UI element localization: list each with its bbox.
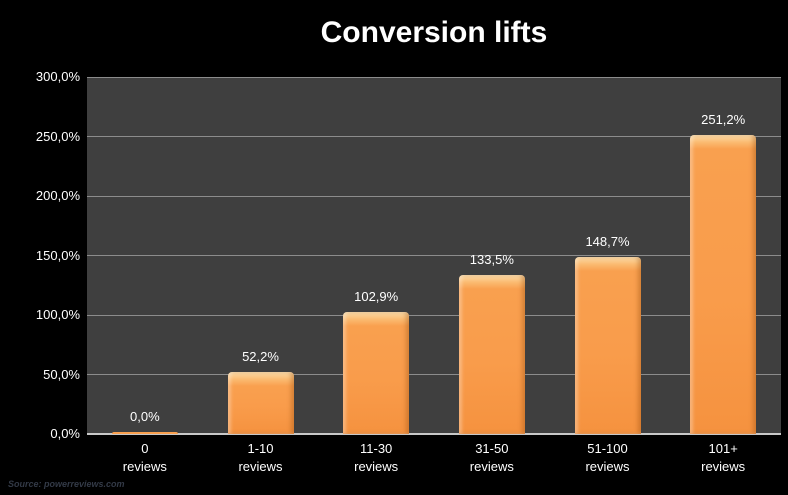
y-tick-label: 150,0% <box>35 247 80 263</box>
bar <box>574 257 641 434</box>
gridline <box>87 374 781 375</box>
bar-value-label: 52,2% <box>242 348 279 364</box>
y-tick-label: 100,0% <box>35 307 80 322</box>
gridline <box>87 195 781 197</box>
bar <box>343 311 410 434</box>
bar <box>227 371 294 434</box>
bar-value-label: 251,2% <box>701 112 746 128</box>
zero-axis-line <box>87 433 781 435</box>
bar-value-label: 133,5% <box>469 252 514 268</box>
bar-value-label: 0,0% <box>130 409 160 424</box>
source-note: Source: powerreviews.com <box>8 479 125 489</box>
y-tick-label: 300,0% <box>35 69 80 84</box>
x-tick-label: 11-30 reviews <box>354 441 399 474</box>
bar-value-label: 148,7% <box>585 234 630 250</box>
gridline <box>87 314 781 316</box>
bar <box>458 275 525 434</box>
y-tick-label: 250,0% <box>35 128 80 144</box>
bar <box>690 135 757 434</box>
y-tick-label: 0,0% <box>50 426 80 441</box>
bar <box>111 432 178 434</box>
x-tick-label: 1-10 reviews <box>238 441 283 474</box>
x-tick-label: 101+ reviews <box>701 441 746 474</box>
gridline <box>87 76 781 78</box>
gridline <box>87 136 781 137</box>
gridline <box>87 255 781 256</box>
bar-value-label: 102,9% <box>354 288 399 304</box>
x-tick-label: 31-50 reviews <box>469 441 514 474</box>
y-tick-label: 50,0% <box>43 366 80 382</box>
y-tick-label: 200,0% <box>35 188 80 203</box>
chart-title: Conversion lifts <box>320 16 548 49</box>
x-tick-label: 51-100 reviews <box>585 441 630 474</box>
x-tick-label: 0 reviews <box>122 441 167 474</box>
